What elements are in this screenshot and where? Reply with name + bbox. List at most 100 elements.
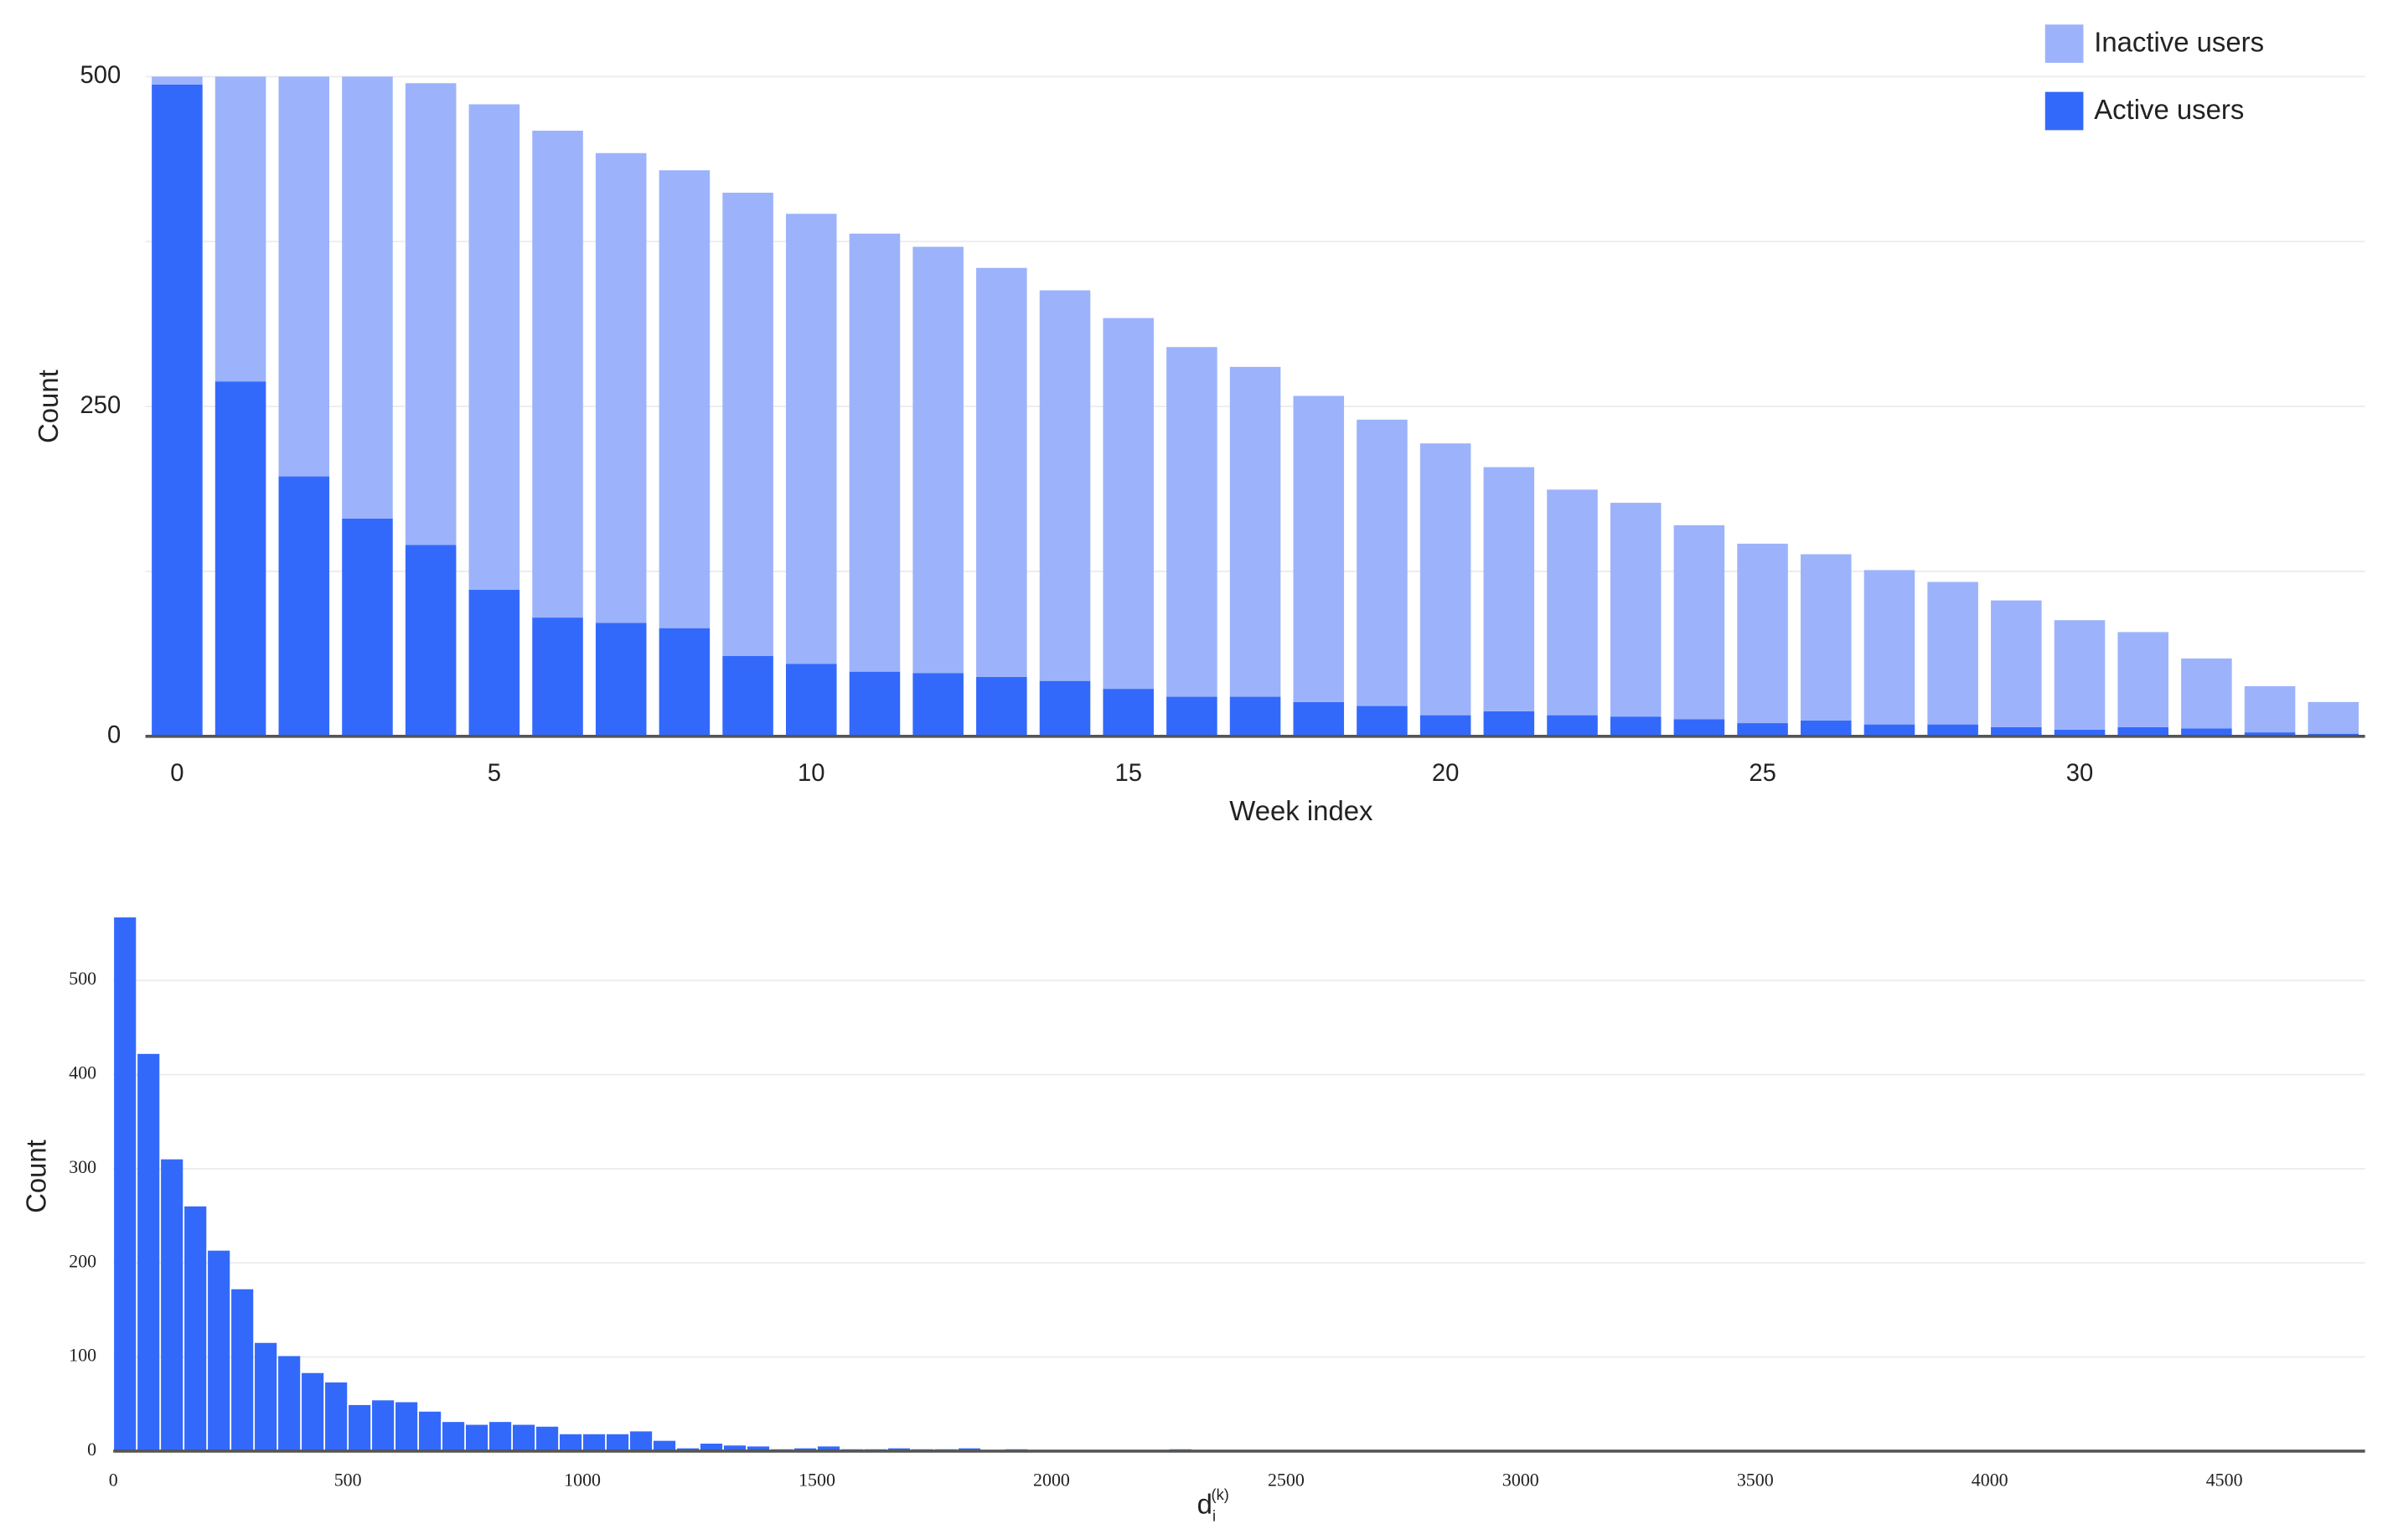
x-tick-label: 500	[334, 1470, 362, 1491]
histogram-bar	[208, 1250, 230, 1451]
histogram-bar	[137, 1053, 160, 1451]
bar-segment	[468, 590, 520, 736]
bar-segment	[976, 267, 1027, 677]
bar-segment	[278, 76, 330, 477]
bar-segment	[1863, 570, 1915, 725]
histogram-bar	[161, 1159, 183, 1451]
histogram-bar	[442, 1422, 465, 1451]
bar-segment	[1419, 715, 1471, 736]
histogram-bar	[372, 1400, 395, 1451]
histogram-bar	[653, 1440, 676, 1451]
bar-segment	[2244, 732, 2296, 736]
bar-segment	[1737, 543, 1788, 724]
bar-segment	[1039, 680, 1091, 736]
legend-label: Inactive users	[2094, 27, 2264, 58]
histogram-bar	[535, 1426, 559, 1451]
bar-segment	[1927, 581, 1978, 725]
histogram-bar	[629, 1431, 653, 1451]
histogram-bar	[747, 1446, 770, 1451]
bar-segment	[1610, 716, 1662, 736]
y-tick-label: 200	[69, 1250, 96, 1271]
x-tick-label: 10	[798, 760, 825, 787]
bar-segment	[1547, 489, 1598, 716]
bar-segment	[595, 152, 647, 623]
bar-segment	[2117, 632, 2168, 727]
y-tick-label: 400	[69, 1062, 96, 1083]
bar-segment	[722, 655, 773, 736]
bar-segment	[1991, 600, 2042, 727]
histogram-bar	[559, 1434, 582, 1451]
histogram-bar	[349, 1404, 371, 1451]
x-tick-label: 30	[2066, 760, 2094, 787]
bar-segment	[1166, 347, 1217, 697]
x-tick-label: 15	[1114, 760, 1142, 787]
bar-segment	[1293, 701, 1345, 736]
bar-segment	[1547, 715, 1598, 736]
bar-segment	[2181, 658, 2232, 729]
bar-segment	[1673, 525, 1725, 720]
histogram-bar	[817, 1446, 840, 1451]
bar-segment	[1737, 723, 1788, 736]
legend-label: Active users	[2094, 94, 2244, 125]
bar-segment	[1991, 726, 2042, 736]
x-tick-label: 4500	[2206, 1470, 2243, 1491]
histogram-bar	[325, 1382, 348, 1451]
x-tick-label: 2000	[1033, 1470, 1070, 1491]
bar-segment	[595, 623, 647, 736]
bar-segment	[342, 518, 393, 736]
x-tick-label: 20	[1432, 760, 1460, 787]
histogram-bar	[278, 1356, 301, 1451]
y-tick-label: 500	[80, 62, 121, 89]
x-tick-label: 3500	[1737, 1470, 1774, 1491]
histogram-bar	[419, 1411, 442, 1451]
y-axis-label: Count	[20, 1139, 51, 1213]
histogram-bar	[606, 1434, 629, 1451]
bar-segment	[659, 628, 711, 736]
x-label-subscript: i	[1212, 1506, 1216, 1524]
bar-segment	[215, 76, 266, 382]
bar-segment	[2308, 701, 2360, 734]
y-tick-label: 500	[69, 968, 96, 989]
y-tick-label: 100	[69, 1345, 96, 1366]
bar-segment	[1800, 554, 1852, 721]
y-tick-label: 0	[87, 1439, 96, 1460]
histogram-bar	[255, 1342, 277, 1451]
bar-segment	[722, 192, 773, 656]
x-tick-label: 3000	[1502, 1470, 1539, 1491]
bar-segment	[1293, 395, 1345, 702]
histogram-bar	[582, 1434, 606, 1451]
bar-segment	[532, 130, 583, 618]
bar-segment	[2054, 729, 2106, 736]
bar-segment	[468, 104, 520, 591]
bar-segment	[1610, 503, 1662, 717]
bar-segment	[659, 170, 711, 628]
bar-segment	[1229, 696, 1281, 736]
bar-segment	[785, 664, 837, 736]
histogram-bar	[513, 1424, 535, 1451]
bar-segment	[2244, 685, 2296, 733]
x-axis-label: di (k)	[1197, 1486, 1229, 1525]
bar-segment	[1166, 696, 1217, 736]
x-axis-label: Week index	[1229, 795, 1373, 826]
bar-segment	[912, 246, 964, 674]
bar-segment	[152, 76, 203, 85]
y-tick-label: 0	[107, 722, 121, 749]
histogram-bar	[395, 1402, 418, 1451]
bar-segment	[976, 676, 1027, 736]
bar-segment	[2181, 728, 2232, 736]
bar-segment	[1673, 719, 1725, 736]
x-tick-label: 0	[170, 760, 183, 787]
histogram-bar	[184, 1206, 207, 1451]
bar-segment	[912, 673, 964, 736]
bar-segment	[1039, 290, 1091, 681]
bar-segment	[1357, 419, 1408, 706]
bar-segment	[2117, 726, 2168, 736]
x-label-base: d	[1197, 1488, 1212, 1519]
bar-segment	[849, 233, 901, 672]
legend-swatch	[2044, 24, 2084, 63]
x-tick-label: 0	[109, 1470, 118, 1491]
x-tick-label: 1500	[799, 1470, 835, 1491]
x-tick-label: 25	[1749, 760, 1776, 787]
